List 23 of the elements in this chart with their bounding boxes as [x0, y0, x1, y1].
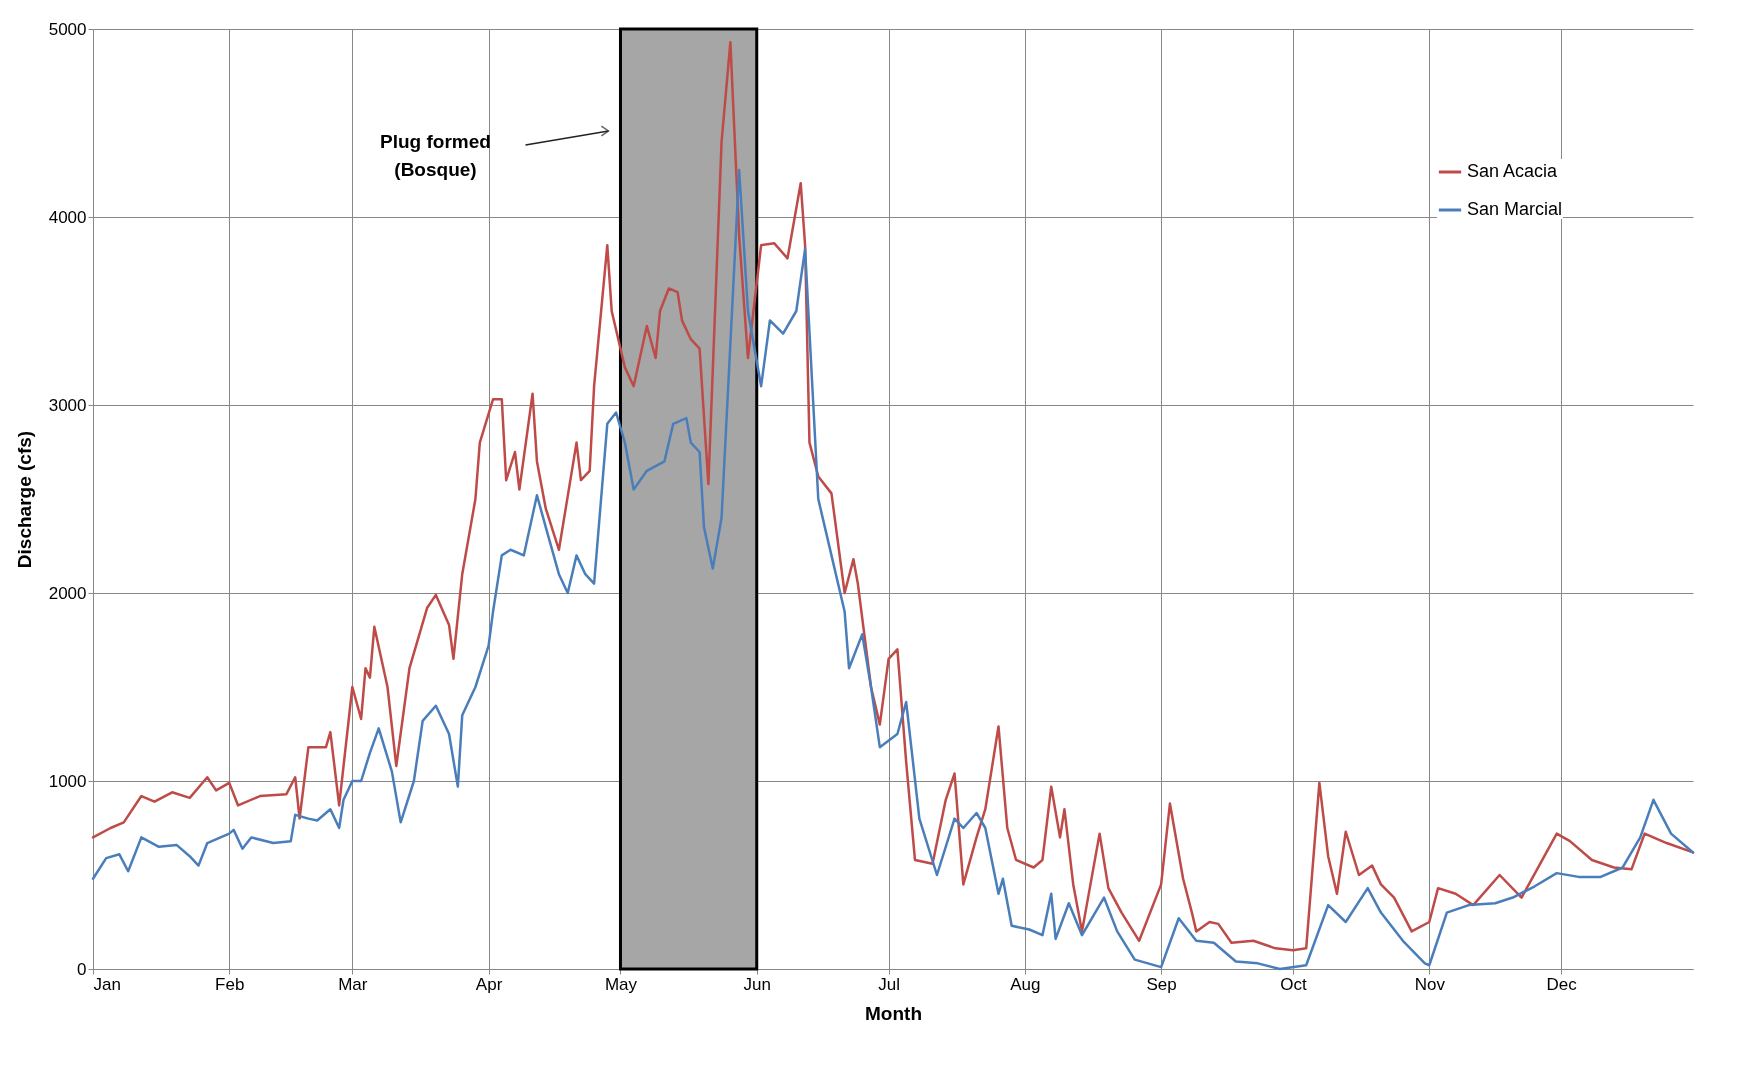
x-tick-label: Feb — [215, 974, 245, 994]
x-tick-label: May — [604, 974, 638, 994]
x-axis-title: Month — [865, 1002, 922, 1024]
legend-label: San Acacia — [1467, 161, 1559, 181]
y-tick-label: 4000 — [48, 207, 87, 227]
x-tick-label: Aug — [1010, 974, 1041, 994]
x-tick-label: Dec — [1546, 974, 1578, 994]
x-tick-label: Jan — [93, 974, 121, 994]
y-tick-label: 2000 — [48, 583, 87, 603]
x-tick-label: Jun — [743, 974, 771, 994]
y-tick-label: 3000 — [48, 395, 87, 415]
y-tick-label: 0 — [77, 959, 87, 979]
y-axis-title: Discharge (cfs) — [13, 430, 35, 569]
x-tick-label: Sep — [1146, 974, 1177, 994]
x-tick-label: Apr — [475, 974, 503, 994]
annotation: Plug formed (Bosque) — [380, 131, 491, 180]
y-tick-label: 1000 — [48, 771, 87, 791]
x-tick-label: Oct — [1280, 974, 1307, 994]
x-tick-label: Mar — [338, 974, 368, 994]
x-tick-label: Nov — [1414, 974, 1446, 994]
y-tick-label: 5000 — [48, 19, 87, 39]
x-tick-label: Jul — [878, 974, 900, 994]
legend-label: San Marcial — [1467, 199, 1563, 219]
